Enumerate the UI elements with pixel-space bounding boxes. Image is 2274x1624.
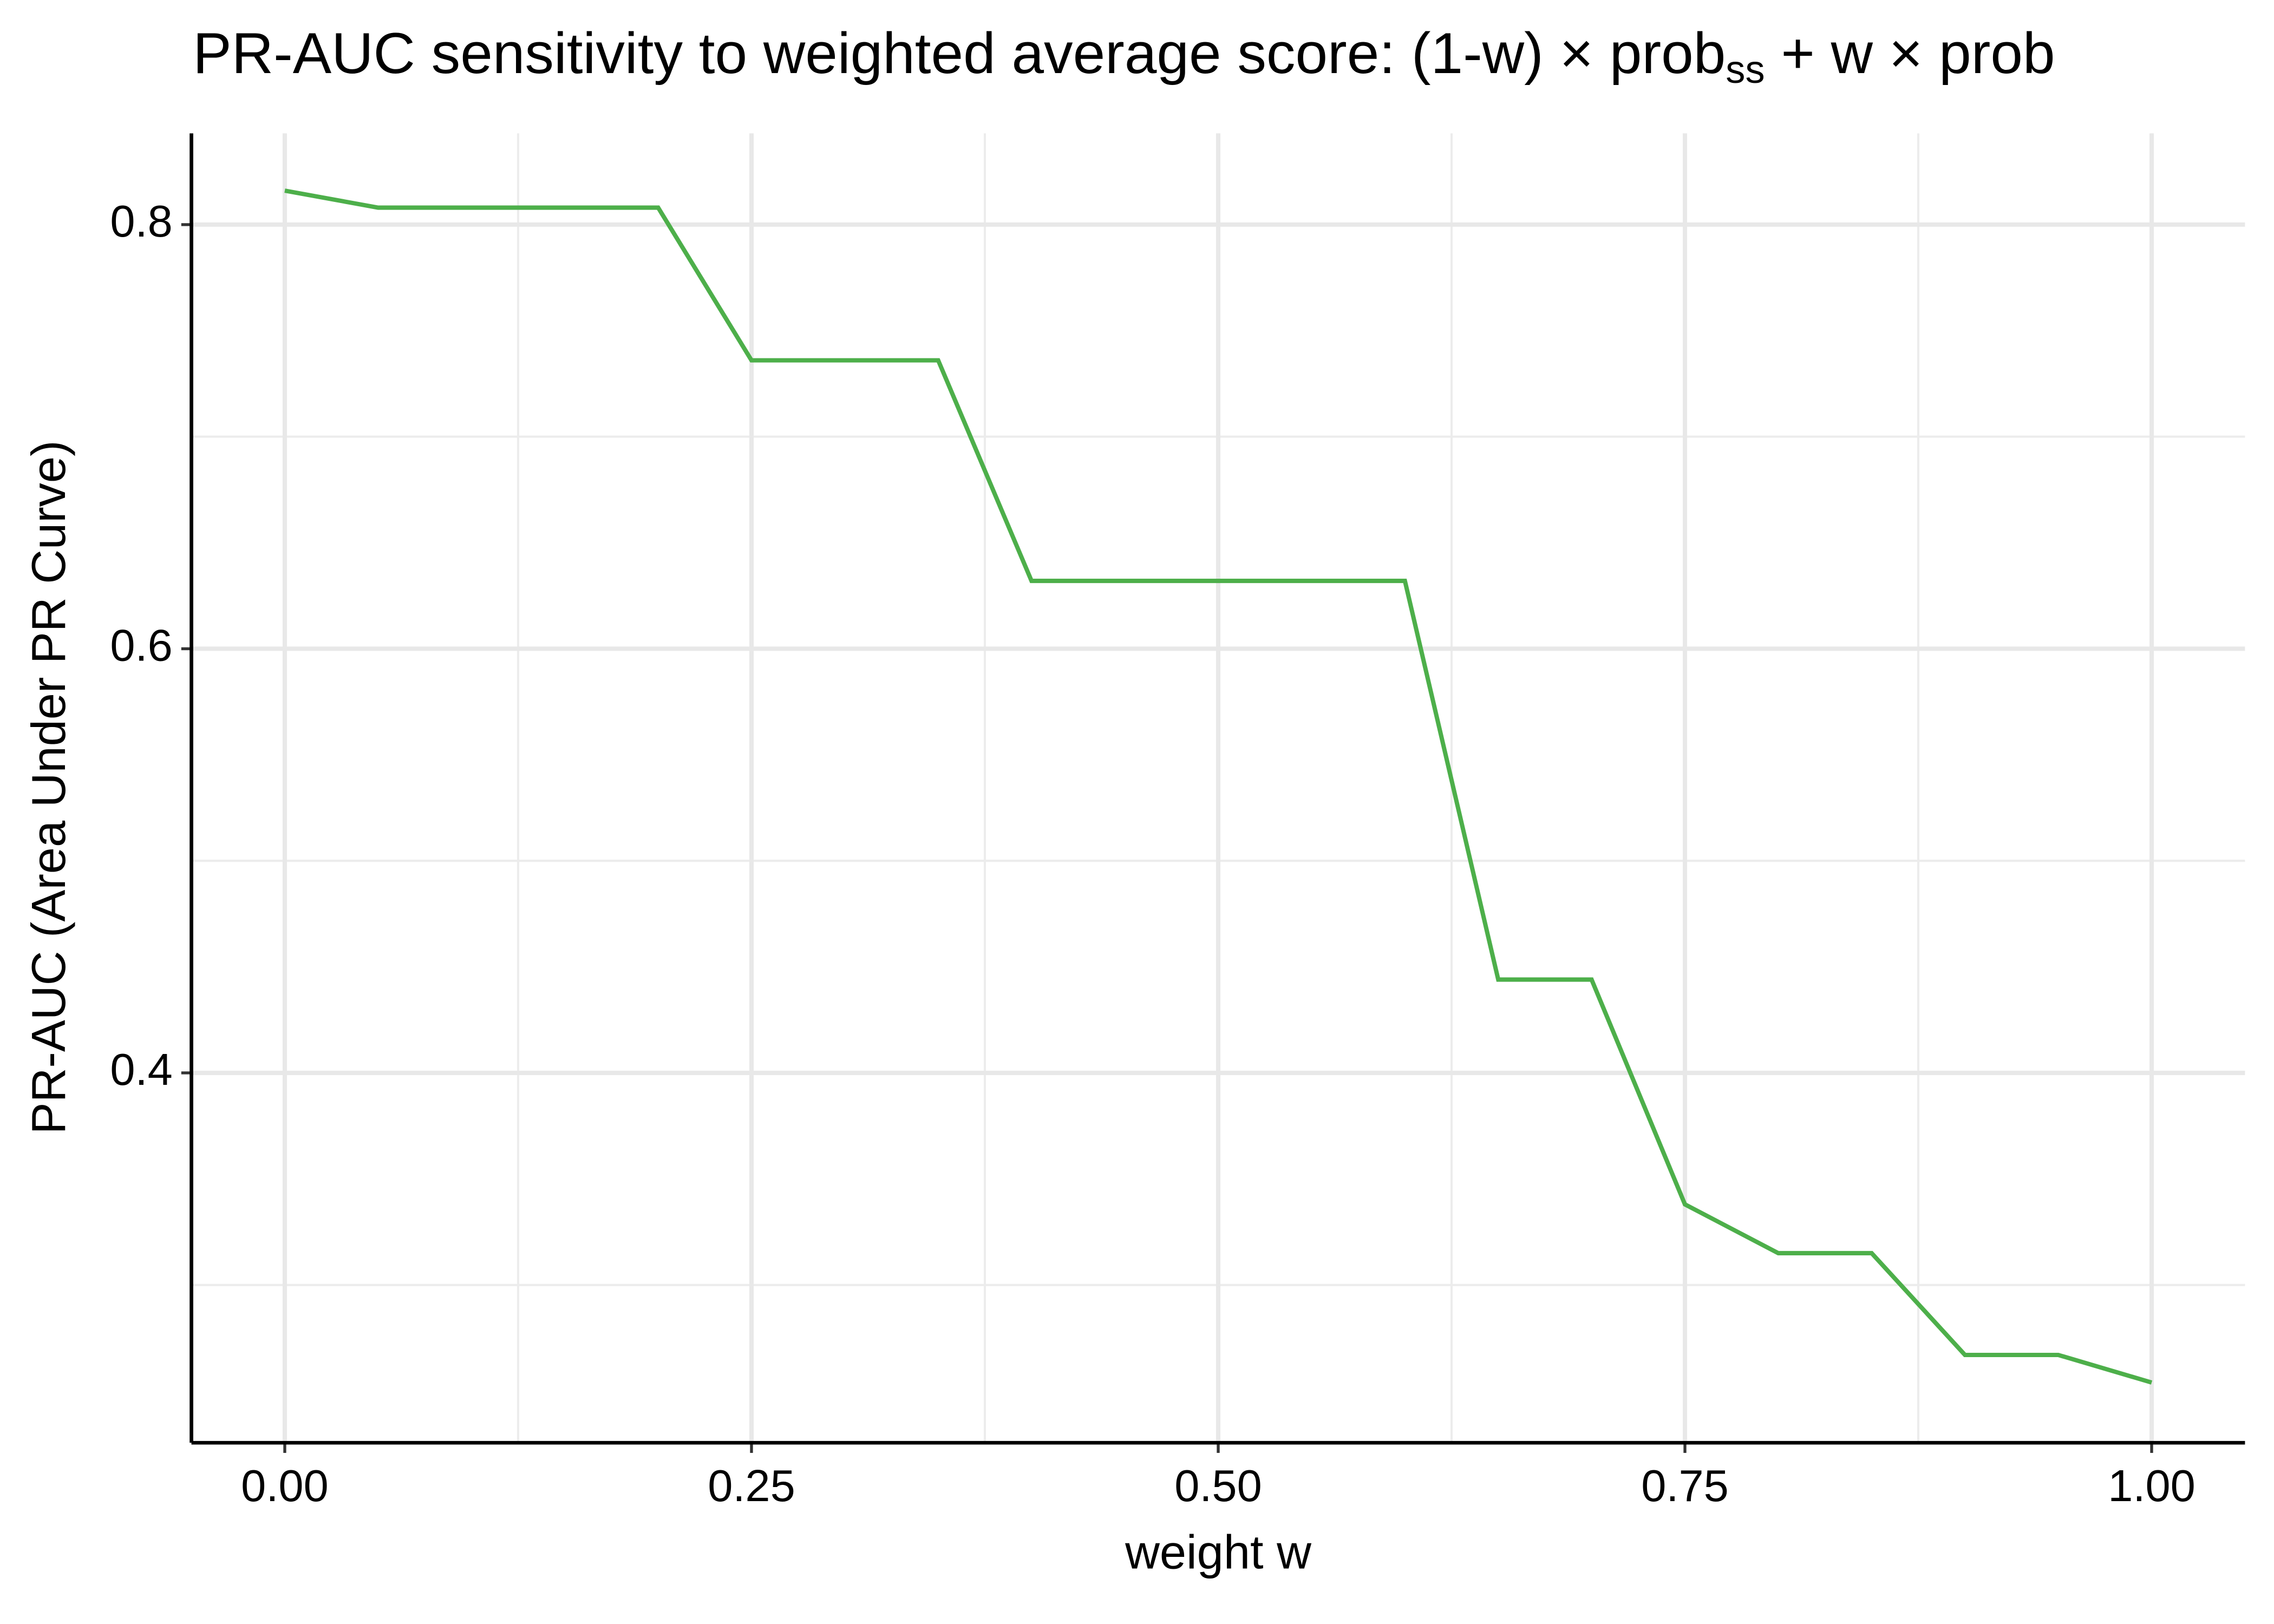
x-axis-label: weight w (1125, 1525, 1312, 1579)
y-tick-label: 0.6 (110, 620, 172, 670)
y-axis-label: PR-AUC (Area Under PR Curve) (22, 441, 75, 1135)
title-text: PR-AUC sensitivity to weighted average s… (193, 21, 1726, 86)
line-series (284, 188, 2153, 1385)
title-subscript: ss (1726, 48, 1765, 91)
x-tick-label: 1.00 (2108, 1461, 2195, 1511)
chart-title: PR-AUC sensitivity to weighted average s… (193, 21, 2055, 91)
x-tick-label: 0.50 (1174, 1461, 1262, 1511)
y-tick-label: 0.8 (110, 196, 172, 246)
x-tick-label: 0.00 (241, 1461, 329, 1511)
y-tick-label: 0.4 (110, 1044, 172, 1095)
title-text: + w × prob (1765, 21, 2055, 86)
x-tick-label: 0.25 (708, 1461, 795, 1511)
x-tick-label: 0.75 (1641, 1461, 1729, 1511)
